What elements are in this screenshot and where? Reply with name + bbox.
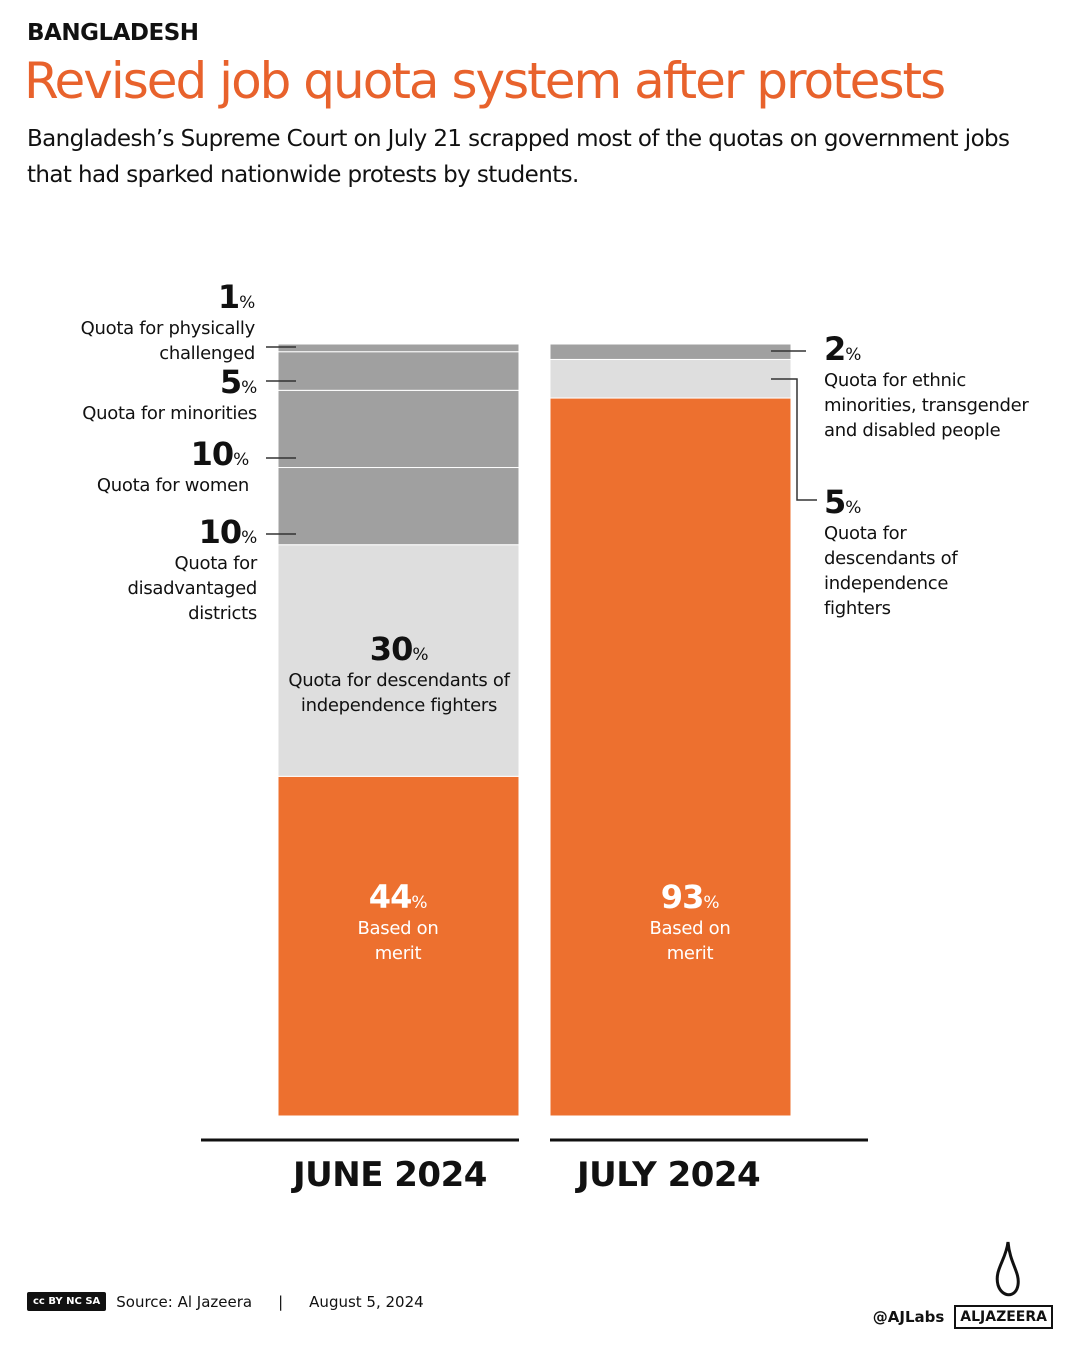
bar-segment-june-4 — [277, 351, 520, 391]
aljazeera-logo: ALJAZEERA — [954, 1305, 1053, 1329]
label-june-physically-challenged: 1% Quota for physically challenged — [80, 278, 256, 364]
bar-segment-june-1 — [277, 544, 520, 777]
label-july-ethnic: 2% Quota for ethnic minorities, transgend… — [824, 330, 1029, 441]
bar-segment-july-0 — [549, 397, 792, 1117]
bar-segment-july-2 — [549, 343, 792, 360]
footer: cc BY NC SA Source: Al Jazeera | August … — [27, 1292, 424, 1311]
label-june-women: 10% Quota for women — [96, 435, 249, 496]
bar-segment-july-1 — [549, 358, 792, 399]
x-label-june: JUNE 2024 — [293, 1155, 487, 1195]
subtitle: Bangladesh’s Supreme Court on July 21 sc… — [27, 126, 1010, 188]
label-june-independence: 30% Quota for descendants of independence… — [288, 630, 510, 716]
aljazeera-calligraphy-icon — [995, 1241, 1020, 1297]
label-july-merit: 93% Based on merit — [649, 878, 731, 964]
bar-segment-june-0 — [277, 775, 520, 1117]
label-july-independence: 5% Quota for descendants of independence … — [824, 483, 958, 619]
kicker: BANGLADESH — [27, 20, 199, 46]
bar-segment-june-5 — [277, 343, 520, 353]
label-june-minorities: 5% Quota for minorities — [82, 363, 257, 424]
handle: @AJLabs — [872, 1308, 945, 1326]
date: August 5, 2024 — [309, 1292, 424, 1311]
separator: | — [278, 1292, 284, 1311]
creative-commons-icon: cc BY NC SA — [27, 1292, 107, 1311]
page-title: Revised job quota system after protests — [24, 52, 946, 110]
source: Source: Al Jazeera — [116, 1292, 253, 1311]
brand: @AJLabs ALJAZEERA — [873, 1305, 1053, 1329]
label-june-districts: 10% Quota for disadvantaged districts — [127, 513, 258, 624]
label-june-merit: 44% Based on merit — [357, 878, 439, 964]
x-label-july: JULY 2024 — [577, 1155, 761, 1195]
bar-segment-june-3 — [277, 389, 520, 469]
leader-line — [771, 378, 817, 501]
bar-segment-june-2 — [277, 467, 520, 546]
